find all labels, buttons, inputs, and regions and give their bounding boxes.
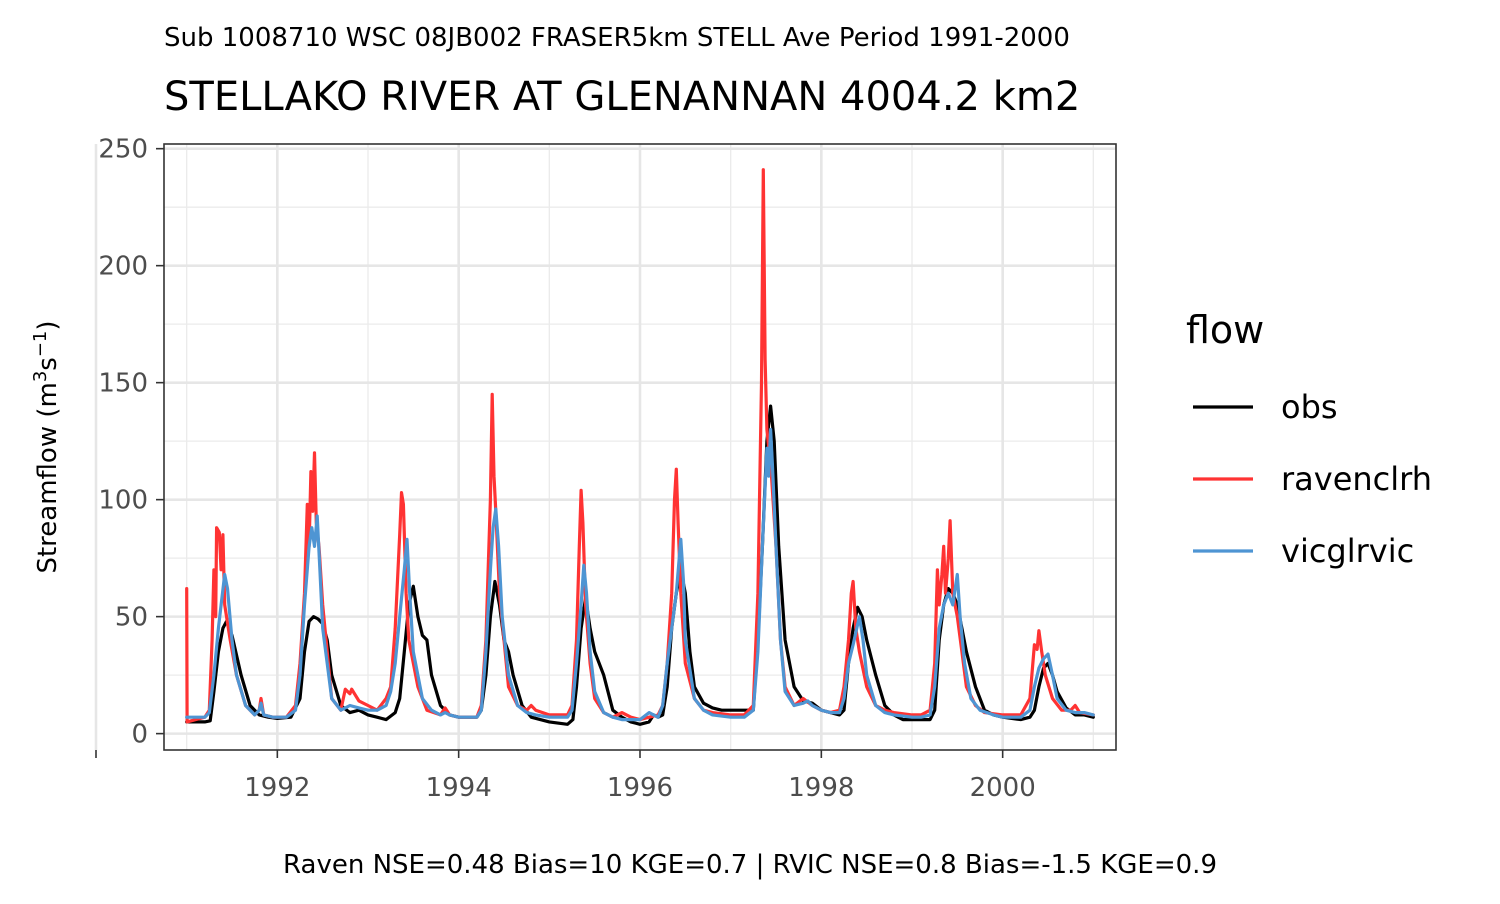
y-tick-label: 100 (98, 486, 148, 516)
y-tick-label: 200 (98, 252, 148, 282)
x-tick-label: 1994 (426, 773, 492, 803)
y-axis: 0 50 100 150 200 250 (98, 135, 164, 750)
chart-subtitle: Sub 1008710 WSC 08JB002 FRASER5km STELL … (164, 23, 1070, 53)
x-tick-label: 2000 (970, 773, 1036, 803)
plot-panel: 0 50 100 150 200 250 1992 1994 1996 1998 2000 (94, 135, 1117, 803)
legend-title: flow (1186, 308, 1264, 352)
x-tick-label: 1998 (788, 773, 854, 803)
y-axis-title: Streamflow (m3s−1) (30, 320, 63, 573)
chart-caption: Raven NSE=0.48 Bias=10 KGE=0.7 | RVIC NS… (283, 850, 1217, 880)
chart-title: STELLAKO RIVER AT GLENANNAN 4004.2 km2 (164, 74, 1080, 120)
x-tick-label: 1992 (244, 773, 310, 803)
series-line-vicglrvic (185, 427, 1095, 722)
y-tick-label: 150 (98, 369, 148, 399)
y-tick-label: 0 (131, 720, 148, 750)
y-tick-label: 250 (98, 135, 148, 165)
legend-label-ravenclrh: ravenclrh (1281, 460, 1432, 498)
legend: flow obs ravenclrh vicglrvic (1186, 308, 1432, 570)
series-layer (185, 168, 1095, 726)
legend-label-vicglrvic: vicglrvic (1281, 532, 1414, 570)
x-axis: 1992 1994 1996 1998 2000 (95, 750, 1036, 803)
x-tick-label: 1996 (607, 773, 673, 803)
y-tick-label: 50 (115, 603, 148, 633)
legend-label-obs: obs (1281, 388, 1338, 426)
